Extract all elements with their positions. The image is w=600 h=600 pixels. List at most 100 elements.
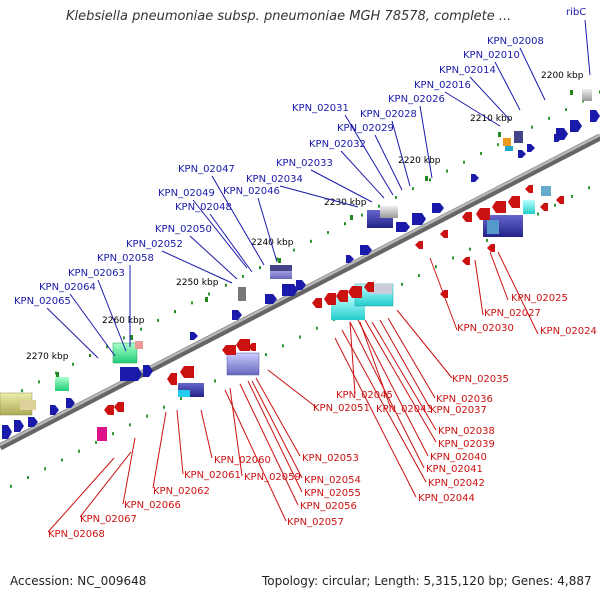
reverse-gene-arrow [348,286,362,298]
gene-label[interactable]: KPN_02038 [438,426,495,437]
gene-label[interactable]: ribC [566,7,586,18]
gene-leader-line [192,199,248,269]
track-dot [259,266,261,270]
gene-leader-line [200,409,213,459]
gene-label[interactable]: KPN_02065 [14,296,71,307]
gene-leader-line [239,383,299,506]
track-dot [89,354,91,358]
track-dot [106,345,108,349]
gene-label[interactable]: KPN_02024 [540,326,597,337]
gene-label[interactable]: KPN_02037 [430,405,487,416]
gene-leader-line [489,251,509,301]
gene-leader-line [224,389,287,522]
gene-label[interactable]: KPN_02059 [244,472,301,483]
forward-gene-arrow [527,144,535,152]
gene-label[interactable]: KPN_02041 [426,464,483,475]
track-dot [112,432,114,436]
gene-label[interactable]: KPN_02051 [313,403,370,414]
gene-label[interactable]: KPN_02046 [223,186,280,197]
gene-leader-line [341,329,427,483]
reverse-gene-arrow [508,196,520,208]
gene-label[interactable]: KPN_02016 [414,80,471,91]
gene-label[interactable]: KPN_02035 [452,374,509,385]
gene-label[interactable]: KPN_02042 [428,478,485,489]
gene-label[interactable]: KPN_02060 [214,455,271,466]
gene-block [55,377,69,391]
forward-gene-arrow [396,222,410,232]
gene-label[interactable]: KPN_02057 [287,517,344,528]
track-dot [361,213,363,217]
gene-leader-line [497,251,539,335]
gene-label[interactable]: KPN_02049 [158,188,215,199]
gene-label[interactable]: KPN_02047 [178,164,235,175]
gene-leader-line [391,120,411,187]
gene-label[interactable]: KPN_02052 [126,239,183,250]
track-dot [310,239,312,243]
forward-track-ticks [4,90,600,401]
kbp-tick-mark [350,215,353,220]
gene-block [505,146,513,151]
gene-leader-line [267,369,317,408]
track-dot [480,152,482,155]
gene-label[interactable]: KPN_02025 [511,293,568,304]
gene-label[interactable]: KPN_02067 [80,514,137,525]
gene-leader-line [161,250,233,284]
gene-label[interactable]: KPN_02064 [39,282,96,293]
gene-label[interactable]: KPN_02062 [153,486,210,497]
gene-label[interactable]: KPN_02039 [438,439,495,450]
forward-gene-arrow [14,420,24,432]
gene-label[interactable]: KPN_02027 [484,308,541,319]
gene-label[interactable]: KPN_02040 [430,452,487,463]
gene-label[interactable]: KPN_02045 [336,390,393,401]
track-dot [316,326,318,330]
gene-label[interactable]: KPN_02056 [300,501,357,512]
track-dot [38,380,40,384]
gene-leader-line [189,235,238,280]
gene-label[interactable]: KPN_02036 [436,394,493,405]
gene-label[interactable]: KPN_02014 [439,65,496,76]
gene-label[interactable]: KPN_02026 [388,94,445,105]
track-dot [293,248,295,252]
track-dot [174,310,176,314]
track-dot [401,282,403,286]
gene-label[interactable]: KPN_02066 [124,500,181,511]
gene-label[interactable]: KPN_02055 [304,488,361,499]
gene-label[interactable]: KPN_02028 [360,109,417,120]
gene-block [514,131,523,143]
gene-block [541,186,551,196]
gene-label[interactable]: KPN_02008 [487,36,544,47]
gene-label[interactable]: KPN_02034 [246,174,303,185]
topology-text: Topology: circular; Length: 5,315,120 bp… [262,574,592,588]
gene-label[interactable]: KPN_02032 [309,139,366,150]
gene-label[interactable]: KPN_02030 [457,323,514,334]
kbp-tick-label: 2250 kbp [176,278,219,288]
gene-label[interactable]: KPN_02054 [304,475,361,486]
reverse-gene-arrow [462,212,472,222]
track-dot [412,187,414,191]
gene-label[interactable]: KPN_02050 [155,224,212,235]
forward-gene-arrow [143,365,153,377]
gene-block [20,400,36,410]
gene-label[interactable]: KPN_02063 [68,268,125,279]
gene-label[interactable]: KPN_02029 [337,123,394,134]
kbp-tick-label: 2230 kbp [324,198,367,208]
gene-leader-line [97,279,127,352]
gene-label[interactable]: KPN_02010 [463,50,520,61]
gene-label[interactable]: KPN_02053 [302,453,359,464]
gene-label[interactable]: KPN_02044 [418,493,475,504]
gene-label[interactable]: KPN_02048 [175,202,232,213]
gene-leader-line [379,319,431,409]
forward-gene-arrow [432,203,444,213]
gene-label[interactable]: KPN_02068 [48,529,105,540]
track-dot [452,256,454,260]
gene-block [380,206,398,218]
gene-label[interactable]: KPN_02043 [376,404,433,415]
kbp-tick-labels: 2200 kbp 2210 kbp 2220 kbp 2230 kbp 2240 kbp… [26,71,584,377]
gene-label[interactable]: KPN_02058 [97,253,154,264]
gene-leader-line [209,213,253,273]
gene-label[interactable]: KPN_02033 [276,158,333,169]
gene-label[interactable]: KPN_02061 [184,470,241,481]
gene-label[interactable]: KPN_02031 [292,103,349,114]
gene-block [370,284,392,294]
